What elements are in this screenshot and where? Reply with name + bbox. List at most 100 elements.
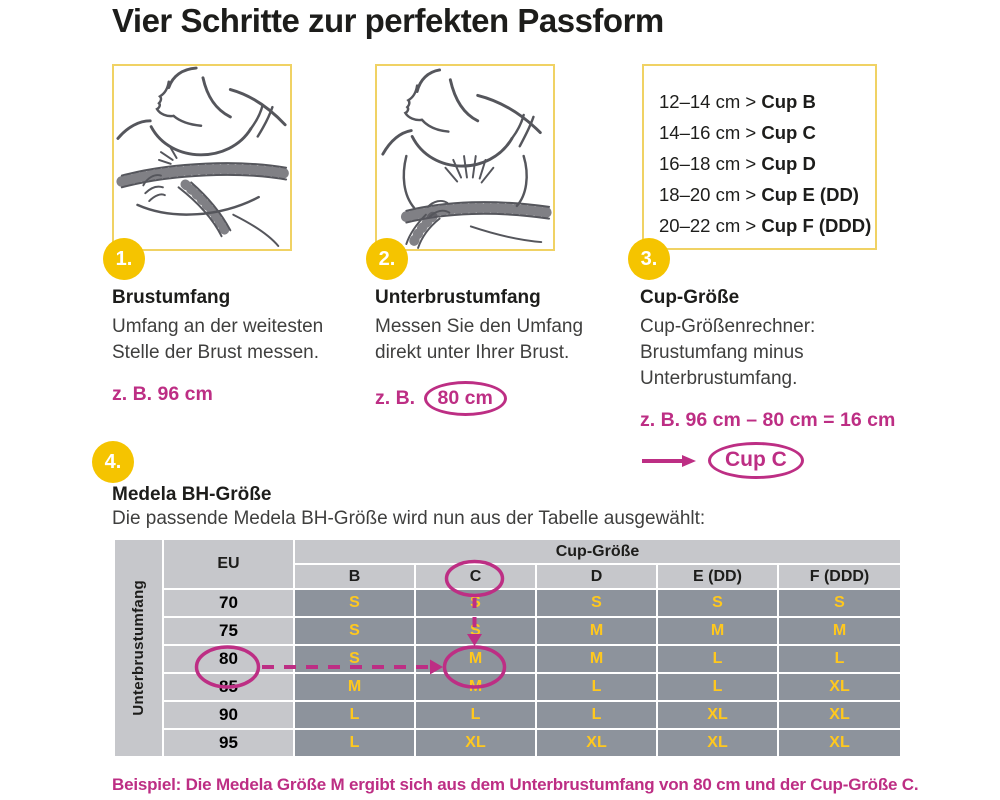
size-cell: XL bbox=[777, 672, 902, 702]
column-header-d: D bbox=[535, 563, 658, 590]
step-1-body-line: Stelle der Brust messen. bbox=[112, 342, 319, 363]
size-cell: XL bbox=[414, 728, 537, 758]
step-3-result-row: Cup C bbox=[640, 442, 900, 479]
step-3-heading: Cup-Größe bbox=[640, 287, 740, 308]
step-3-body-line: Brustumfang minus bbox=[640, 342, 804, 363]
column-header-e: E (DD) bbox=[656, 563, 779, 590]
step-1-heading: Brustumfang bbox=[112, 287, 231, 308]
cup-rule-cup: Cup B bbox=[761, 91, 816, 112]
row-axis-label: Unterbrustumfang bbox=[130, 580, 147, 716]
step-2-heading: Unterbrustumfang bbox=[375, 287, 541, 308]
size-cell: L bbox=[777, 644, 902, 674]
cup-rule-range: 20–22 cm > bbox=[659, 215, 757, 236]
step-3-badge: 3. bbox=[628, 238, 670, 280]
cup-rule-line: 16–18 cm > Cup D bbox=[659, 148, 875, 179]
size-cell: L bbox=[656, 672, 779, 702]
size-cell-result: M bbox=[414, 644, 537, 674]
eu-header: EU bbox=[162, 538, 295, 590]
size-cell: L bbox=[535, 672, 658, 702]
bust-measure-illustration bbox=[116, 66, 290, 247]
size-cell: L bbox=[293, 728, 416, 758]
cup-rule-line: 12–14 cm > Cup B bbox=[659, 86, 875, 117]
size-cell: S bbox=[293, 588, 416, 618]
column-header-b: B bbox=[293, 563, 416, 590]
step-1-body-line: Umfang an der weitesten bbox=[112, 316, 324, 337]
table-row-highlighted: 80 S M M L L bbox=[114, 644, 902, 674]
cup-rule-cup: Cup C bbox=[761, 122, 816, 143]
cup-rule-range: 12–14 cm > bbox=[659, 91, 757, 112]
size-cell: S bbox=[535, 588, 658, 618]
size-cell: S bbox=[777, 588, 902, 618]
step-4-badge: 4. bbox=[92, 441, 134, 483]
size-cell: XL bbox=[656, 728, 779, 758]
step-4-body: Die passende Medela BH-Größe wird nun au… bbox=[112, 508, 706, 529]
cup-rule-line: 18–20 cm > Cup E (DD) bbox=[659, 179, 875, 210]
table-row: 90 L L L XL XL bbox=[114, 700, 902, 730]
page-title: Vier Schritte zur perfekten Passform bbox=[112, 2, 664, 39]
step-2-example-prefix: z. B. bbox=[375, 387, 416, 409]
size-table: Unterbrustumfang EU Cup-Größe B C D E (D… bbox=[113, 538, 902, 758]
step-2-body-line: direkt unter Ihrer Brust. bbox=[375, 342, 570, 363]
eu-value-highlighted: 80 bbox=[162, 644, 295, 674]
underbust-measure-illustration bbox=[381, 68, 553, 249]
table-row: 75 S S M M M bbox=[114, 616, 902, 646]
column-header-c: C bbox=[414, 563, 537, 590]
step-3-text: Cup-Größe Cup-Größenrechner: Brustumfang… bbox=[640, 285, 900, 479]
size-cell: S bbox=[293, 616, 416, 646]
step-2-body-line: Messen Sie den Umfang bbox=[375, 316, 584, 337]
step-3-example: z. B. 96 cm – 80 cm = 16 cm bbox=[640, 409, 896, 431]
size-cell: XL bbox=[777, 728, 902, 758]
size-cell: L bbox=[414, 700, 537, 730]
size-cell: M bbox=[535, 644, 658, 674]
bust-measure-box bbox=[112, 64, 292, 251]
step-2-text: Unterbrustumfang Messen Sie den Umfang d… bbox=[375, 285, 635, 416]
size-cell: M bbox=[656, 616, 779, 646]
table-row: 95 L XL XL XL XL bbox=[114, 728, 902, 758]
step-2-example: z. B. 80 cm bbox=[375, 381, 635, 416]
size-cell: M bbox=[293, 672, 416, 702]
size-cell: L bbox=[656, 644, 779, 674]
step-1-text: Brustumfang Umfang an der weitesten Stel… bbox=[112, 285, 372, 407]
size-cell: S bbox=[656, 588, 779, 618]
size-cell: XL bbox=[656, 700, 779, 730]
size-cell: S bbox=[293, 644, 416, 674]
step-3-body-line: Cup-Größenrechner: bbox=[640, 316, 816, 337]
size-cell: M bbox=[414, 672, 537, 702]
column-header-f: F (DDD) bbox=[777, 563, 902, 590]
row-axis-cell: Unterbrustumfang bbox=[113, 538, 164, 758]
eu-value: 75 bbox=[162, 616, 295, 646]
eu-value: 85 bbox=[162, 672, 295, 702]
step-2-badge: 2. bbox=[366, 238, 408, 280]
size-cell: M bbox=[535, 616, 658, 646]
step-2-circled-value: 80 cm bbox=[423, 381, 507, 416]
cup-rule-cup: Cup D bbox=[761, 153, 816, 174]
eu-value: 70 bbox=[162, 588, 295, 618]
cup-rule-range: 14–16 cm > bbox=[659, 122, 757, 143]
step-1-badge: 1. bbox=[103, 238, 145, 280]
table-row: 85 M M L L XL bbox=[114, 672, 902, 702]
cup-rule-line: 14–16 cm > Cup C bbox=[659, 117, 875, 148]
size-cell: XL bbox=[777, 700, 902, 730]
step-3-result-circled: Cup C bbox=[708, 442, 804, 479]
cup-rule-cup: Cup E (DD) bbox=[761, 184, 859, 205]
example-caption: Beispiel: Die Medela Größe M ergibt sich… bbox=[112, 775, 919, 794]
cup-rule-line: 20–22 cm > Cup F (DDD) bbox=[659, 210, 875, 241]
eu-value: 95 bbox=[162, 728, 295, 758]
size-cell: S bbox=[414, 588, 537, 618]
step-3-body-line: Unterbrustumfang. bbox=[640, 368, 798, 389]
size-cell: S bbox=[414, 616, 537, 646]
cup-rule-cup: Cup F (DDD) bbox=[761, 215, 872, 236]
size-cell: M bbox=[777, 616, 902, 646]
step-1-example: z. B. 96 cm bbox=[112, 383, 213, 405]
table-row: 70 S S S S S bbox=[114, 588, 902, 618]
underbust-measure-box bbox=[375, 64, 555, 251]
size-cell: L bbox=[293, 700, 416, 730]
eu-value: 90 bbox=[162, 700, 295, 730]
cup-group-header: Cup-Größe bbox=[293, 538, 902, 565]
right-arrow-icon bbox=[642, 454, 696, 467]
cup-rule-range: 16–18 cm > bbox=[659, 153, 757, 174]
step-4-heading: Medela BH-Größe bbox=[112, 484, 272, 505]
size-cell: L bbox=[535, 700, 658, 730]
cup-rule-range: 18–20 cm > bbox=[659, 184, 757, 205]
